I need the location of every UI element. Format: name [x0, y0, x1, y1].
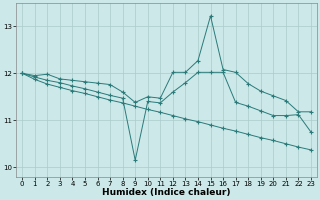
X-axis label: Humidex (Indice chaleur): Humidex (Indice chaleur): [102, 188, 231, 197]
